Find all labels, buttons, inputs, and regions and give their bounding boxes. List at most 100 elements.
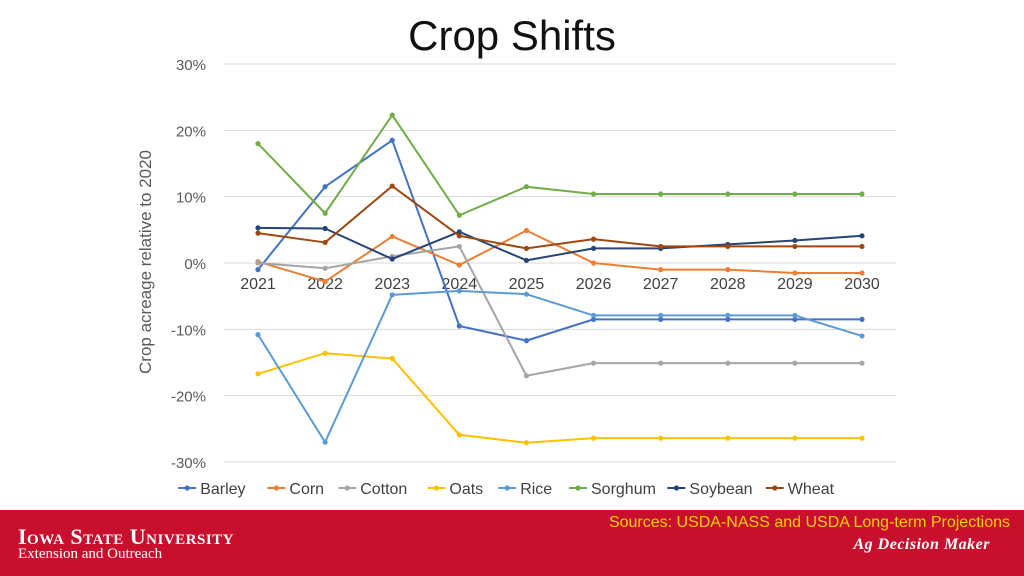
data-point <box>590 316 597 322</box>
data-point <box>456 432 462 438</box>
data-point <box>523 291 530 297</box>
data-point <box>322 278 328 285</box>
series-soybean <box>255 225 865 263</box>
data-point <box>523 257 530 263</box>
series-sorghum <box>255 112 865 218</box>
data-point <box>322 439 328 445</box>
legend-label: Soybean <box>689 481 752 498</box>
series-line <box>257 352 862 444</box>
data-point <box>590 191 597 197</box>
x-tick-label: 2026 <box>576 276 612 293</box>
series-line <box>257 114 862 217</box>
university-subtitle: Extension and Outreach <box>18 546 163 562</box>
data-point <box>456 212 462 218</box>
legend-label: Sorghum <box>591 481 656 498</box>
y-axis-label: Crop acreage relative to 2020 <box>136 150 155 374</box>
y-tick-label: 30% <box>176 57 206 74</box>
data-point <box>859 316 865 322</box>
legend-label: Cotton <box>360 481 407 498</box>
y-tick-label: 20% <box>176 123 206 140</box>
y-tick-label: 0% <box>184 256 206 273</box>
data-point <box>658 191 664 197</box>
data-point <box>590 245 597 252</box>
chart-series <box>255 112 865 446</box>
university-logo-text: Iowa State University <box>18 524 234 549</box>
legend-label: Wheat <box>788 481 835 498</box>
data-point <box>725 267 731 273</box>
sources-text: Sources: USDA-NASS and USDA Long-term Pr… <box>608 514 1010 531</box>
data-point <box>859 243 865 250</box>
data-point <box>590 435 597 441</box>
data-point <box>859 270 865 276</box>
data-point <box>255 225 261 231</box>
data-point <box>322 184 328 190</box>
series-corn <box>255 227 865 285</box>
x-tick-label: 2029 <box>777 276 813 293</box>
data-point <box>859 333 865 339</box>
data-point <box>725 191 731 197</box>
data-point <box>456 262 462 268</box>
data-point <box>590 312 597 319</box>
legend-item: Cotton <box>338 481 407 498</box>
data-point <box>725 360 731 366</box>
data-point <box>658 316 664 322</box>
legend-marker <box>184 485 190 491</box>
data-point <box>389 112 395 118</box>
legend-marker <box>433 485 439 491</box>
data-point <box>389 233 395 240</box>
footer-bar: Iowa State University Extension and Outr… <box>0 510 1024 576</box>
x-tick-label: 2024 <box>442 276 478 293</box>
y-tick-label: -10% <box>171 322 206 339</box>
data-point <box>523 338 530 344</box>
data-point <box>389 183 395 189</box>
data-point <box>389 355 395 362</box>
data-point <box>456 323 462 329</box>
legend-item: Oats <box>427 481 483 498</box>
legend-item: Wheat <box>765 481 835 498</box>
data-point <box>523 184 530 190</box>
series-line <box>257 226 863 262</box>
line-chart: -30% -20% -10% 0% 10% 20% 30% 2021 2022 2023 2024… <box>136 57 896 498</box>
data-point <box>322 265 328 271</box>
data-point <box>725 316 731 322</box>
series-rice <box>255 288 865 445</box>
data-point <box>859 191 865 197</box>
data-point <box>725 435 731 441</box>
data-point <box>859 435 865 441</box>
data-point <box>725 312 731 319</box>
legend-item: Rice <box>498 481 552 498</box>
data-point <box>255 332 261 338</box>
data-point <box>658 267 664 273</box>
data-point <box>523 373 530 379</box>
legend-marker <box>273 485 279 491</box>
legend-item: Sorghum <box>569 481 656 498</box>
series-line <box>257 139 862 342</box>
legend-item: Barley <box>178 481 246 498</box>
data-point <box>322 350 328 356</box>
data-point <box>255 260 261 266</box>
legend-label: Barley <box>200 481 245 498</box>
series-cotton <box>255 243 865 379</box>
data-point <box>255 230 261 236</box>
legend-marker <box>673 485 680 491</box>
data-point <box>456 229 462 235</box>
data-point <box>389 256 395 262</box>
data-point <box>792 270 798 276</box>
y-tick-label: 10% <box>176 190 206 207</box>
data-point <box>590 360 597 366</box>
data-point <box>792 316 798 322</box>
data-point <box>389 137 395 143</box>
data-point <box>792 360 798 366</box>
data-point <box>658 312 664 319</box>
x-tick-label: 2030 <box>844 276 880 293</box>
legend-item: Soybean <box>667 481 753 498</box>
series-line <box>257 185 862 250</box>
data-point <box>255 267 261 273</box>
y-tick-label: -20% <box>171 389 206 406</box>
data-point <box>792 435 798 441</box>
data-point <box>523 245 530 252</box>
x-tick-label: 2023 <box>374 276 410 293</box>
x-axis-ticks: 2021 2022 2023 2024 2025 2026 2027 2028 2029 2030 <box>240 276 880 293</box>
series-wheat <box>255 183 865 252</box>
brand-text: Ag Decision Maker <box>853 536 990 553</box>
